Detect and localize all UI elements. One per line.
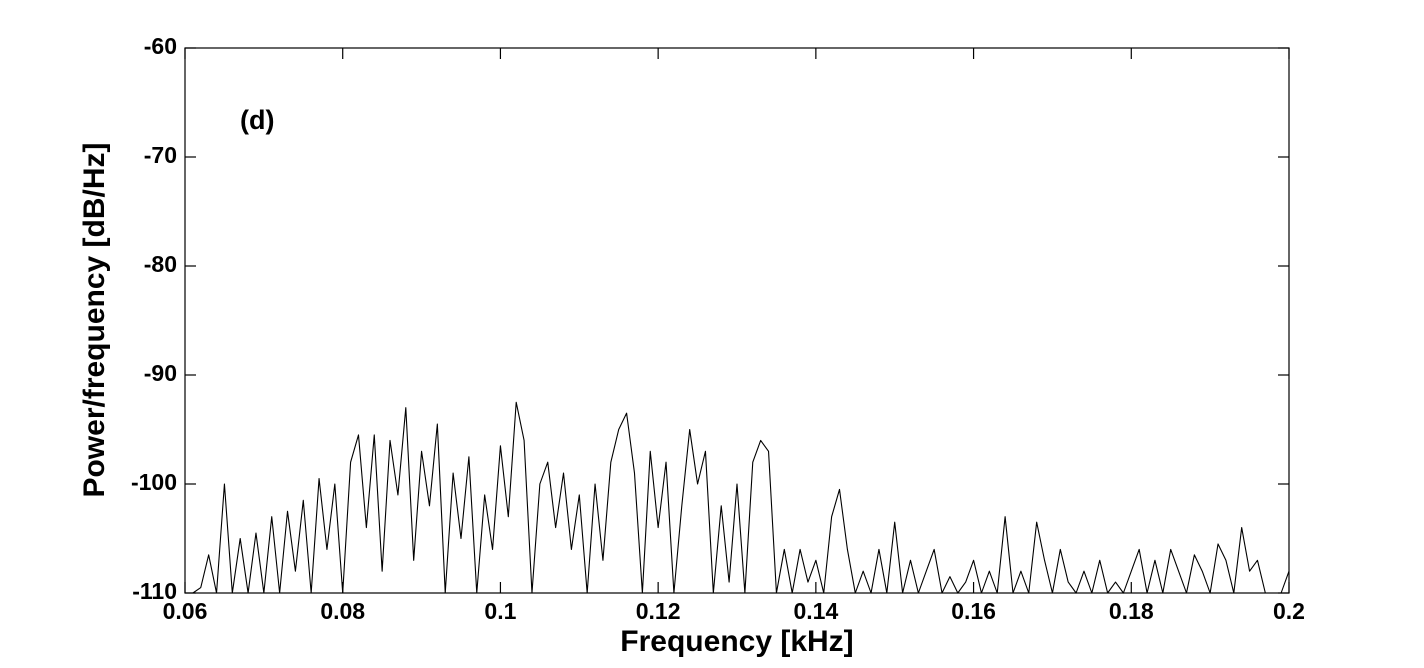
x-axis-label: Frequency [kHz] — [620, 625, 853, 658]
x-tick-label: 0.1 — [484, 598, 516, 624]
y-tick-label: -60 — [144, 33, 177, 59]
y-axis-label: Power/frequency [dB/Hz] — [78, 142, 111, 497]
y-tick-label: -80 — [144, 251, 177, 277]
x-tick-label: 0.12 — [636, 598, 681, 624]
x-tick-label: 0.18 — [1109, 598, 1154, 624]
y-tick-label: -70 — [144, 142, 177, 168]
x-tick-label: 0.08 — [320, 598, 365, 624]
x-tick-label: 0.16 — [951, 598, 996, 624]
plot-frame — [184, 47, 1290, 594]
x-tick-label: 0.06 — [163, 598, 208, 624]
x-tick-label: 0.2 — [1273, 598, 1305, 624]
spectrum-line — [185, 401, 1290, 594]
annotation: (d) — [240, 105, 274, 135]
y-tick-label: -90 — [144, 360, 177, 386]
y-tick-label: -110 — [132, 578, 177, 604]
x-tick-label: 0.14 — [793, 598, 838, 624]
y-tick-label: -100 — [131, 469, 177, 495]
